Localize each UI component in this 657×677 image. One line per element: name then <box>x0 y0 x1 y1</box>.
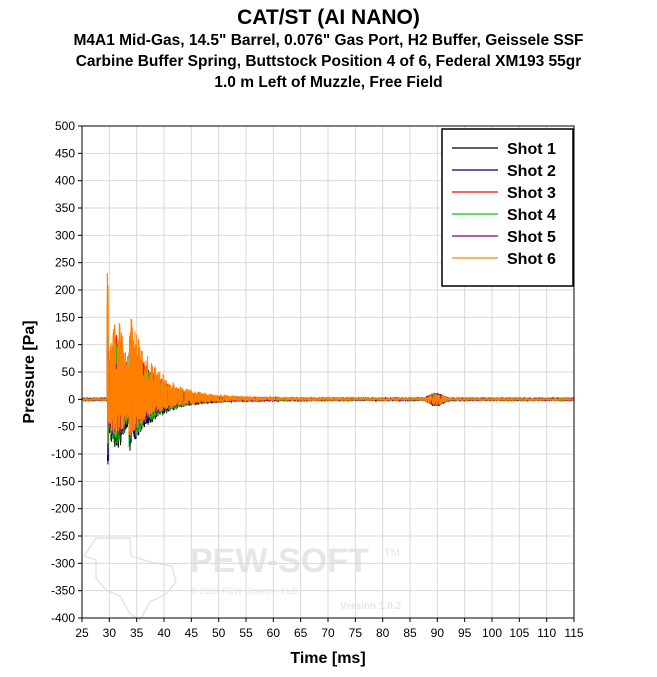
x-tick-label: 70 <box>321 626 335 640</box>
legend-label: Shot 5 <box>507 229 556 246</box>
chart-subtitle-line-1: M4A1 Mid-Gas, 14.5" Barrel, 0.076" Gas P… <box>73 32 584 49</box>
x-tick-label: 115 <box>564 626 583 640</box>
y-tick-label: 300 <box>55 228 75 242</box>
x-tick-label: 80 <box>376 626 390 640</box>
x-tick-label: 45 <box>185 626 199 640</box>
x-tick-label: 35 <box>130 626 144 640</box>
x-tick-label: 30 <box>103 626 117 640</box>
x-tick-label: 60 <box>267 626 281 640</box>
x-tick-label: 75 <box>349 626 363 640</box>
y-tick-label: -350 <box>51 584 75 598</box>
chart-titles: CAT/ST (AI NANO) M4A1 Mid-Gas, 14.5" Bar… <box>0 6 657 93</box>
x-tick-label: 65 <box>294 626 308 640</box>
x-tick-label: 105 <box>509 626 529 640</box>
x-tick-label: 110 <box>537 626 556 640</box>
x-tick-label: 55 <box>239 626 253 640</box>
chart-subtitle-line-2: Carbine Buffer Spring, Buttstock Positio… <box>75 53 582 70</box>
legend-label: Shot 2 <box>507 163 556 180</box>
x-tick-label: 50 <box>212 626 226 640</box>
y-tick-label: -300 <box>51 556 75 570</box>
y-tick-label: 350 <box>55 201 75 215</box>
y-tick-label: -150 <box>51 474 75 488</box>
y-axis-ticks: 500450400350300250200150100500-50-100-15… <box>51 119 82 625</box>
y-tick-label: 500 <box>55 119 75 133</box>
y-tick-label: -50 <box>58 420 76 434</box>
watermark-trademark: TM <box>384 547 400 559</box>
y-tick-label: -200 <box>51 502 75 516</box>
legend-box <box>441 128 574 287</box>
watermark-brand: PEW-SOFT <box>190 542 369 580</box>
watermark-version: Version 1.0.2 <box>340 601 402 612</box>
series-line-shot-6 <box>81 273 575 444</box>
y-tick-label: -100 <box>51 447 75 461</box>
y-tick-label: -250 <box>51 529 75 543</box>
y-axis-label: Pressure [Pa] <box>21 320 38 423</box>
legend-label: Shot 1 <box>507 141 556 158</box>
texas-logo-icon <box>82 537 177 622</box>
legend: Shot 1 Shot 2 Shot 3 Shot 4 Shot 5 Shot 6 <box>441 128 574 287</box>
x-tick-label: 25 <box>75 626 89 640</box>
x-tick-label: 95 <box>458 626 472 640</box>
watermark: PEW-SOFT TM © 2023 PEW Science, LLC Vers… <box>82 537 402 622</box>
series-group <box>81 273 575 465</box>
y-tick-label: 150 <box>55 310 75 324</box>
y-tick-label: 250 <box>55 256 75 270</box>
chart-title: CAT/ST (AI NANO) <box>237 6 420 29</box>
chart-subtitle-line-3: 1.0 m Left of Muzzle, Free Field <box>214 74 443 91</box>
x-axis-label: Time [ms] <box>290 650 365 667</box>
legend-label: Shot 3 <box>507 185 556 202</box>
x-tick-label: 100 <box>482 626 502 640</box>
x-axis-ticks: 25 30 35 40 45 50 55 60 65 70 75 80 85 90 95 100 105 110 1… <box>75 618 584 640</box>
y-tick-label: 400 <box>55 174 75 188</box>
y-tick-label: -400 <box>51 611 75 625</box>
legend-label: Shot 6 <box>507 251 556 268</box>
y-tick-label: 100 <box>55 338 75 352</box>
legend-label: Shot 4 <box>507 207 556 224</box>
y-tick-label: 200 <box>55 283 75 297</box>
y-tick-label: 50 <box>62 365 76 379</box>
x-tick-label: 85 <box>403 626 417 640</box>
x-tick-label: 90 <box>431 626 445 640</box>
y-tick-label: 0 <box>68 392 75 406</box>
y-tick-label: 450 <box>55 146 75 160</box>
x-tick-label: 40 <box>157 626 171 640</box>
